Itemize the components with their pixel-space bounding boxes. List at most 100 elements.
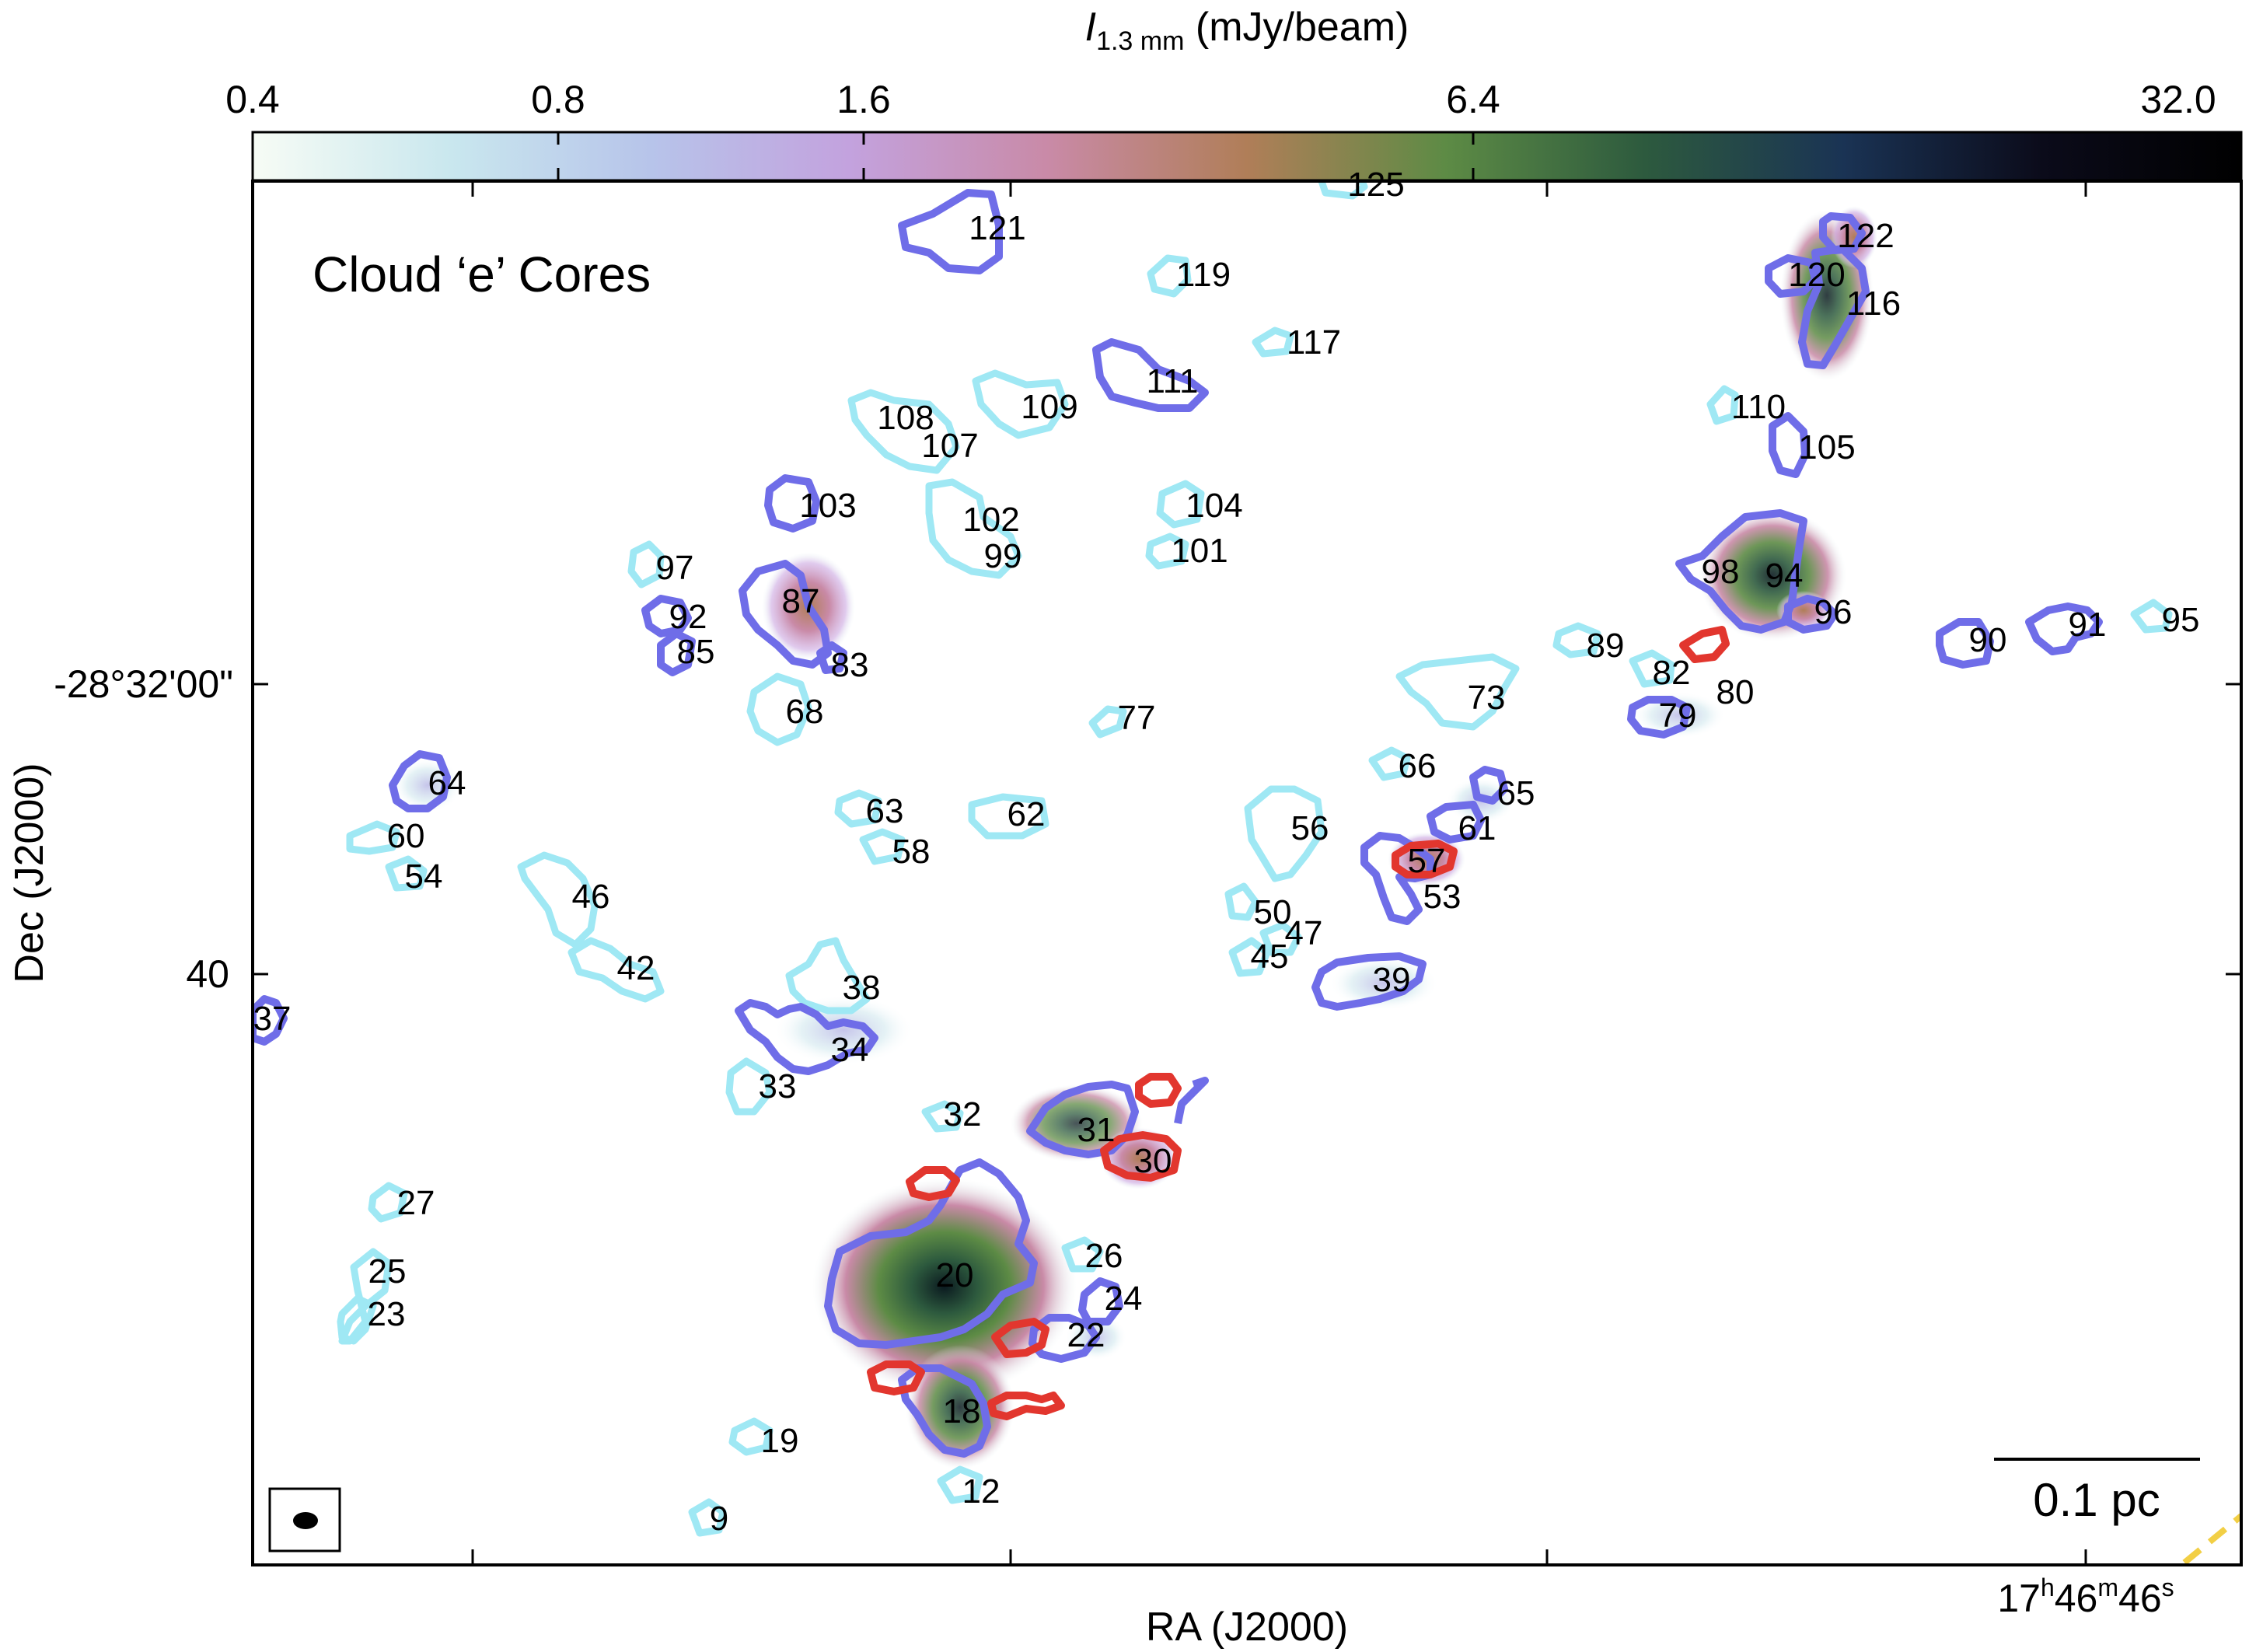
core-label: 63 <box>866 792 904 830</box>
core-label: 22 <box>1067 1316 1105 1354</box>
core-contour <box>739 560 832 669</box>
core-contour <box>834 789 882 828</box>
core-label: 12 <box>962 1472 1001 1511</box>
core-contour <box>1244 785 1325 882</box>
core-contour <box>1228 937 1271 977</box>
core-label: 64 <box>428 764 466 802</box>
core-label: 116 <box>1846 285 1901 323</box>
colorbar-title: I1.3 mm (mJy/beam) <box>1085 5 1409 56</box>
dec-tick-label: 40 <box>186 952 229 996</box>
core-contour <box>1360 832 1434 925</box>
core-label: 95 <box>2162 601 2200 639</box>
core-contour <box>1224 882 1259 921</box>
core-contour <box>1627 696 1691 739</box>
core-label: 33 <box>759 1067 797 1105</box>
core-contour <box>517 851 599 948</box>
core-label: 89 <box>1587 627 1625 665</box>
core-contour <box>725 1057 774 1116</box>
core-contour <box>1156 480 1205 529</box>
panel-title: Cloud ‘e’ Cores <box>313 246 651 302</box>
core-contour <box>1784 595 1839 634</box>
core-label: 103 <box>799 487 856 525</box>
core-contour <box>1368 746 1411 781</box>
core-label: 53 <box>1423 878 1462 916</box>
colorbar-gradient <box>251 131 2243 182</box>
core-label: 31 <box>1077 1111 1116 1149</box>
colorbar-tick-label: 6.4 <box>1446 78 1500 121</box>
core-contour <box>1100 1131 1182 1182</box>
core-contour <box>1552 622 1601 658</box>
core-contour <box>898 1364 991 1458</box>
ra-tick-label: 17h46m46s <box>1997 1573 2174 1620</box>
core-label: 73 <box>1468 679 1506 717</box>
core-contour <box>972 369 1069 439</box>
core-label: 61 <box>1458 809 1496 847</box>
core-contour <box>987 1392 1065 1420</box>
core-contour <box>921 1100 964 1133</box>
core-contour <box>764 474 820 533</box>
core-label: 57 <box>1408 842 1446 880</box>
colorbar: I1.3 mm (mJy/beam) 0.4 0.8 1.6 6.4 32.0 <box>225 5 2243 182</box>
core-label: 125 <box>1347 166 1404 204</box>
core-contour <box>338 1248 393 1345</box>
core-contour <box>906 1166 960 1201</box>
core-contour <box>1078 1277 1123 1325</box>
core-label: 96 <box>1814 593 1853 631</box>
core-contour <box>746 672 812 746</box>
core-label: 24 <box>1105 1280 1143 1318</box>
core-contour <box>1427 801 1485 843</box>
core-label: 58 <box>892 833 931 871</box>
core-contour <box>785 937 871 1015</box>
core-label: 23 <box>368 1295 406 1333</box>
core-contour <box>1145 533 1189 570</box>
core-label: 9 <box>710 1500 728 1538</box>
x-axis-title: RA (J2000) <box>1146 1605 1348 1650</box>
core-label: 121 <box>969 209 1025 247</box>
core-contour <box>937 1465 983 1504</box>
core-label: 66 <box>1399 747 1437 785</box>
core-contour <box>385 855 428 892</box>
colorbar-tick-label: 0.4 <box>225 78 280 121</box>
core-contour <box>1765 254 1819 298</box>
core-contour <box>816 641 847 674</box>
core-contour <box>824 1158 1038 1349</box>
core-label: 27 <box>397 1184 435 1222</box>
core-contour <box>1819 212 1866 254</box>
core-contour <box>567 937 665 1003</box>
core-label: 107 <box>921 427 978 465</box>
core-label: 92 <box>669 598 707 636</box>
dashed-boundary-line <box>2182 1513 2241 1565</box>
core-contour <box>688 1498 727 1537</box>
colorbar-tick-label: 0.8 <box>531 78 585 121</box>
core-label: 37 <box>253 1000 292 1038</box>
beam-indicator <box>268 1487 341 1552</box>
colorbar-ticks: 0.4 0.8 1.6 6.4 32.0 <box>225 78 2216 180</box>
core-label: 54 <box>405 857 443 896</box>
core-contour <box>1147 254 1192 298</box>
core-label: 45 <box>1251 938 1289 976</box>
core-contour <box>627 540 665 589</box>
core-contour <box>1675 509 1807 634</box>
core-label: 65 <box>1497 774 1535 812</box>
core-contour <box>1469 766 1508 805</box>
core-contour <box>346 820 400 855</box>
core-label: 80 <box>1716 673 1755 711</box>
core-label: 111 <box>1147 362 1199 400</box>
core-label: 98 <box>1702 553 1740 591</box>
core-label: 94 <box>1765 557 1804 595</box>
core-label: 91 <box>2069 606 2107 644</box>
core-label: 32 <box>944 1095 982 1133</box>
core-contour <box>368 1182 408 1223</box>
core-contour <box>728 1417 774 1456</box>
colorbar-tick-label: 32.0 <box>2140 78 2216 121</box>
core-label: 102 <box>962 501 1019 539</box>
core-contour <box>735 999 878 1075</box>
core-contour <box>2130 599 2173 634</box>
core-label: 97 <box>656 549 694 587</box>
core-contour <box>657 630 696 676</box>
scalebar-label: 0.1 pc <box>2033 1474 2160 1526</box>
core-label: 101 <box>1171 532 1228 570</box>
core-contour <box>1936 618 1994 669</box>
core-label: 34 <box>831 1031 869 1069</box>
